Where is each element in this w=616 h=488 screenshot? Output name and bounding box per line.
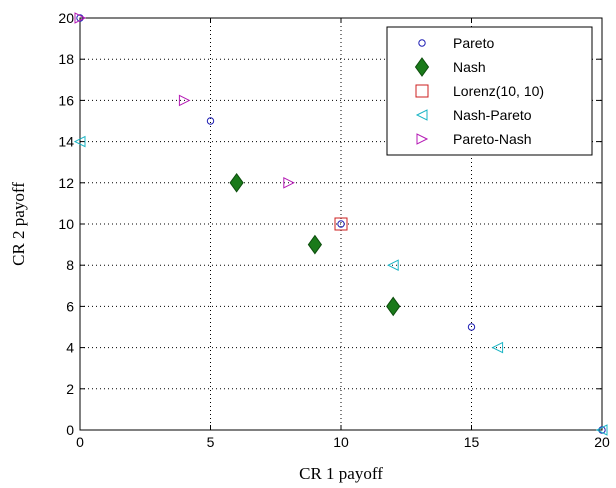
x-axis-label: CR 1 payoff — [299, 464, 383, 483]
point-lorenz-10-10 — [334, 217, 348, 231]
legend-marker — [415, 109, 428, 121]
legend: Pareto Nash Lorenz(10, 10) Nash-Pareto Paret… — [386, 26, 593, 156]
point-nash-pareto — [595, 424, 608, 436]
legend-box — [386, 26, 593, 156]
y-tick-label: 4 — [66, 340, 74, 356]
point-pareto — [598, 426, 606, 434]
point-nash — [229, 172, 244, 193]
y-tick-label: 20 — [58, 10, 74, 26]
point-pareto — [337, 220, 345, 228]
legend-label: Pareto — [453, 35, 494, 51]
point-pareto-nash — [74, 12, 87, 24]
point-nash — [307, 234, 323, 255]
point-pareto — [76, 14, 84, 22]
point-nash-pareto — [387, 259, 399, 272]
y-tick-label: 8 — [66, 257, 74, 273]
y-tick-label: 0 — [66, 422, 74, 438]
point-nash-pareto — [73, 135, 86, 148]
legend-marker — [418, 39, 426, 47]
y-tick-label: 16 — [58, 92, 74, 108]
x-tick-label: 0 — [76, 434, 84, 450]
y-tick-label: 14 — [58, 134, 74, 150]
x-tick-label: 5 — [207, 434, 215, 450]
y-tick-label: 10 — [58, 216, 74, 232]
legend-label: Pareto-Nash — [453, 131, 532, 147]
legend-marker — [415, 84, 429, 98]
legend-marker — [414, 57, 430, 77]
y-tick-label: 6 — [66, 298, 74, 314]
y-tick-label: 2 — [66, 381, 74, 397]
point-pareto — [206, 117, 215, 125]
x-tick-label: 20 — [594, 434, 610, 450]
legend-label: Lorenz(10, 10) — [453, 83, 544, 99]
x-tick-label: 10 — [333, 434, 349, 450]
legend-marker — [416, 133, 429, 145]
data-points — [73, 12, 608, 436]
point-nash — [386, 296, 401, 317]
point-pareto — [467, 323, 476, 331]
legend-label: Nash-Pareto — [453, 107, 532, 123]
y-tick-label: 18 — [58, 51, 74, 67]
x-tick-label: 15 — [464, 434, 480, 450]
legend-label: Nash — [453, 59, 486, 75]
point-pareto-nash — [283, 176, 295, 189]
y-tick-label: 12 — [58, 175, 74, 191]
y-axis-label: CR 2 payoff — [9, 182, 28, 266]
point-pareto-nash — [178, 94, 191, 107]
point-nash-pareto — [491, 341, 504, 354]
